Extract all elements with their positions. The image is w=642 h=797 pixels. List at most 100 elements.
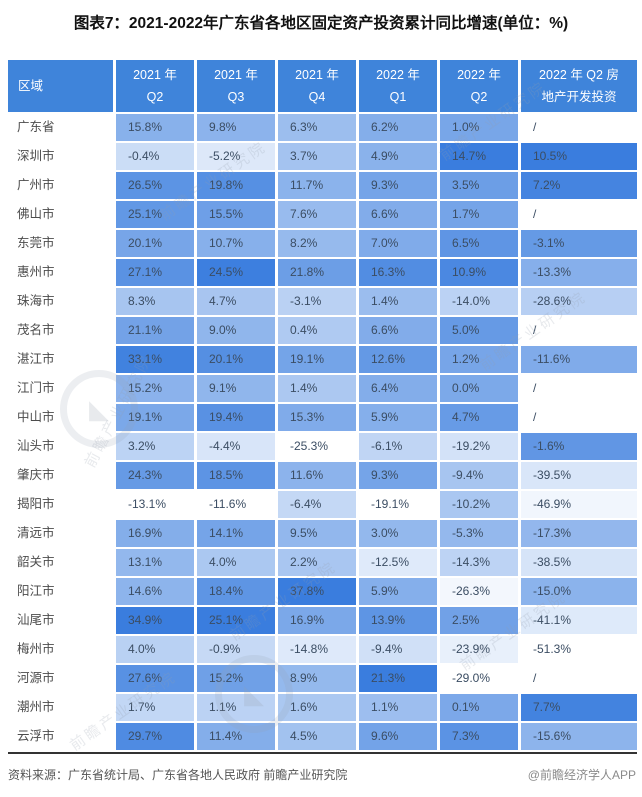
value-cell: -23.9% [440, 636, 518, 663]
value-cell: 19.4% [197, 404, 275, 431]
value-cell: 16.9% [278, 607, 356, 634]
value-cell: 6.3% [278, 114, 356, 141]
region-cell: 佛山市 [8, 201, 113, 228]
value-cell: 4.0% [116, 636, 194, 663]
value-cell: 4.9% [359, 143, 437, 170]
value-cell: 4.7% [440, 404, 518, 431]
value-cell: / [521, 665, 637, 692]
value-cell: 19.1% [278, 346, 356, 373]
value-cell: 1.1% [359, 694, 437, 721]
table-bottom-border [8, 752, 637, 754]
value-cell: 14.6% [116, 578, 194, 605]
value-cell: -5.2% [197, 143, 275, 170]
region-cell: 茂名市 [8, 317, 113, 344]
value-cell: 24.3% [116, 462, 194, 489]
table-body: 广东省 15.8% 9.8% 6.3% 6.2% 1.0% / 深圳市 -0.4% -5.2% 3.… [8, 114, 637, 750]
value-cell: -6.1% [359, 433, 437, 460]
value-cell: -13.1% [116, 491, 194, 518]
value-cell: 9.8% [197, 114, 275, 141]
value-cell: 16.3% [359, 259, 437, 286]
table-row: 肇庆市 24.3% 18.5% 11.6% 9.3% -9.4% -39.5% [8, 462, 637, 489]
value-cell: 1.7% [440, 201, 518, 228]
region-cell: 湛江市 [8, 346, 113, 373]
value-cell: -6.4% [278, 491, 356, 518]
value-cell: -14.0% [440, 288, 518, 315]
value-cell: 9.3% [359, 172, 437, 199]
value-cell: 16.9% [116, 520, 194, 547]
value-cell: 0.0% [440, 375, 518, 402]
value-cell: 1.4% [359, 288, 437, 315]
value-cell: 10.5% [521, 143, 637, 170]
region-cell: 揭阳市 [8, 491, 113, 518]
table-row: 潮州市 1.7% 1.1% 1.6% 1.1% 0.1% 7.7% [8, 694, 637, 721]
value-cell: 2.5% [440, 607, 518, 634]
value-cell: 14.1% [197, 520, 275, 547]
value-cell: 9.0% [197, 317, 275, 344]
region-cell: 惠州市 [8, 259, 113, 286]
value-cell: -4.4% [197, 433, 275, 460]
credit-note: @前瞻经济学人APP [527, 768, 636, 782]
table-row: 茂名市 21.1% 9.0% 0.4% 6.6% 5.0% / [8, 317, 637, 344]
footer: 资料来源：广东省统计局、广东省各地人民政府 前瞻产业研究院 @前瞻经济学人APP [8, 766, 636, 783]
value-cell: 0.4% [278, 317, 356, 344]
column-header: 2022 年 Q2 房地产开发投资 [521, 60, 637, 112]
source-note: 资料来源：广东省统计局、广东省各地人民政府 前瞻产业研究院 [8, 768, 348, 782]
value-cell: 1.7% [116, 694, 194, 721]
column-header: 2021 年 Q4 [278, 60, 356, 112]
column-header-region: 区域 [8, 60, 113, 112]
table-row: 中山市 19.1% 19.4% 15.3% 5.9% 4.7% / [8, 404, 637, 431]
value-cell: 3.0% [359, 520, 437, 547]
region-cell: 江门市 [8, 375, 113, 402]
value-cell: 3.7% [278, 143, 356, 170]
value-cell: 4.5% [278, 723, 356, 750]
column-header: 2022 年 Q1 [359, 60, 437, 112]
value-cell: 10.9% [440, 259, 518, 286]
value-cell: 15.2% [197, 665, 275, 692]
table-row: 广东省 15.8% 9.8% 6.3% 6.2% 1.0% / [8, 114, 637, 141]
value-cell: -14.8% [278, 636, 356, 663]
region-cell: 韶关市 [8, 549, 113, 576]
region-cell: 广东省 [8, 114, 113, 141]
value-cell: 3.5% [440, 172, 518, 199]
value-cell: 14.7% [440, 143, 518, 170]
region-cell: 东莞市 [8, 230, 113, 257]
value-cell: 33.1% [116, 346, 194, 373]
value-cell: 9.3% [359, 462, 437, 489]
value-cell: 20.1% [116, 230, 194, 257]
table-row: 惠州市 27.1% 24.5% 21.8% 16.3% 10.9% -13.3% [8, 259, 637, 286]
value-cell: -25.3% [278, 433, 356, 460]
value-cell: -19.1% [359, 491, 437, 518]
value-cell: / [521, 201, 637, 228]
table-row: 深圳市 -0.4% -5.2% 3.7% 4.9% 14.7% 10.5% [8, 143, 637, 170]
column-header: 2021 年 Q2 [116, 60, 194, 112]
value-cell: -11.6% [521, 346, 637, 373]
region-cell: 云浮市 [8, 723, 113, 750]
table-row: 佛山市 25.1% 15.5% 7.6% 6.6% 1.7% / [8, 201, 637, 228]
value-cell: -3.1% [278, 288, 356, 315]
value-cell: 12.6% [359, 346, 437, 373]
value-cell: -5.3% [440, 520, 518, 547]
value-cell: 6.6% [359, 201, 437, 228]
value-cell: -0.9% [197, 636, 275, 663]
value-cell: 6.2% [359, 114, 437, 141]
value-cell: 4.0% [197, 549, 275, 576]
value-cell: 4.7% [197, 288, 275, 315]
region-cell: 清远市 [8, 520, 113, 547]
column-header: 2022 年 Q2 [440, 60, 518, 112]
table-row: 韶关市 13.1% 4.0% 2.2% -12.5% -14.3% -38.5% [8, 549, 637, 576]
value-cell: 6.5% [440, 230, 518, 257]
value-cell: -15.6% [521, 723, 637, 750]
column-header: 2021 年 Q3 [197, 60, 275, 112]
table-header-row: 区域 2021 年 Q2 2021 年 Q3 2021 年 Q4 2022 年 Q1 2022 年… [8, 60, 637, 112]
value-cell: -1.6% [521, 433, 637, 460]
value-cell: 1.0% [440, 114, 518, 141]
value-cell: 15.3% [278, 404, 356, 431]
value-cell: 29.7% [116, 723, 194, 750]
value-cell: -38.5% [521, 549, 637, 576]
table-row: 云浮市 29.7% 11.4% 4.5% 9.6% 7.3% -15.6% [8, 723, 637, 750]
table-row: 汕头市 3.2% -4.4% -25.3% -6.1% -19.2% -1.6% [8, 433, 637, 460]
value-cell: 1.4% [278, 375, 356, 402]
region-cell: 汕头市 [8, 433, 113, 460]
value-cell: 25.1% [197, 607, 275, 634]
value-cell: 5.0% [440, 317, 518, 344]
